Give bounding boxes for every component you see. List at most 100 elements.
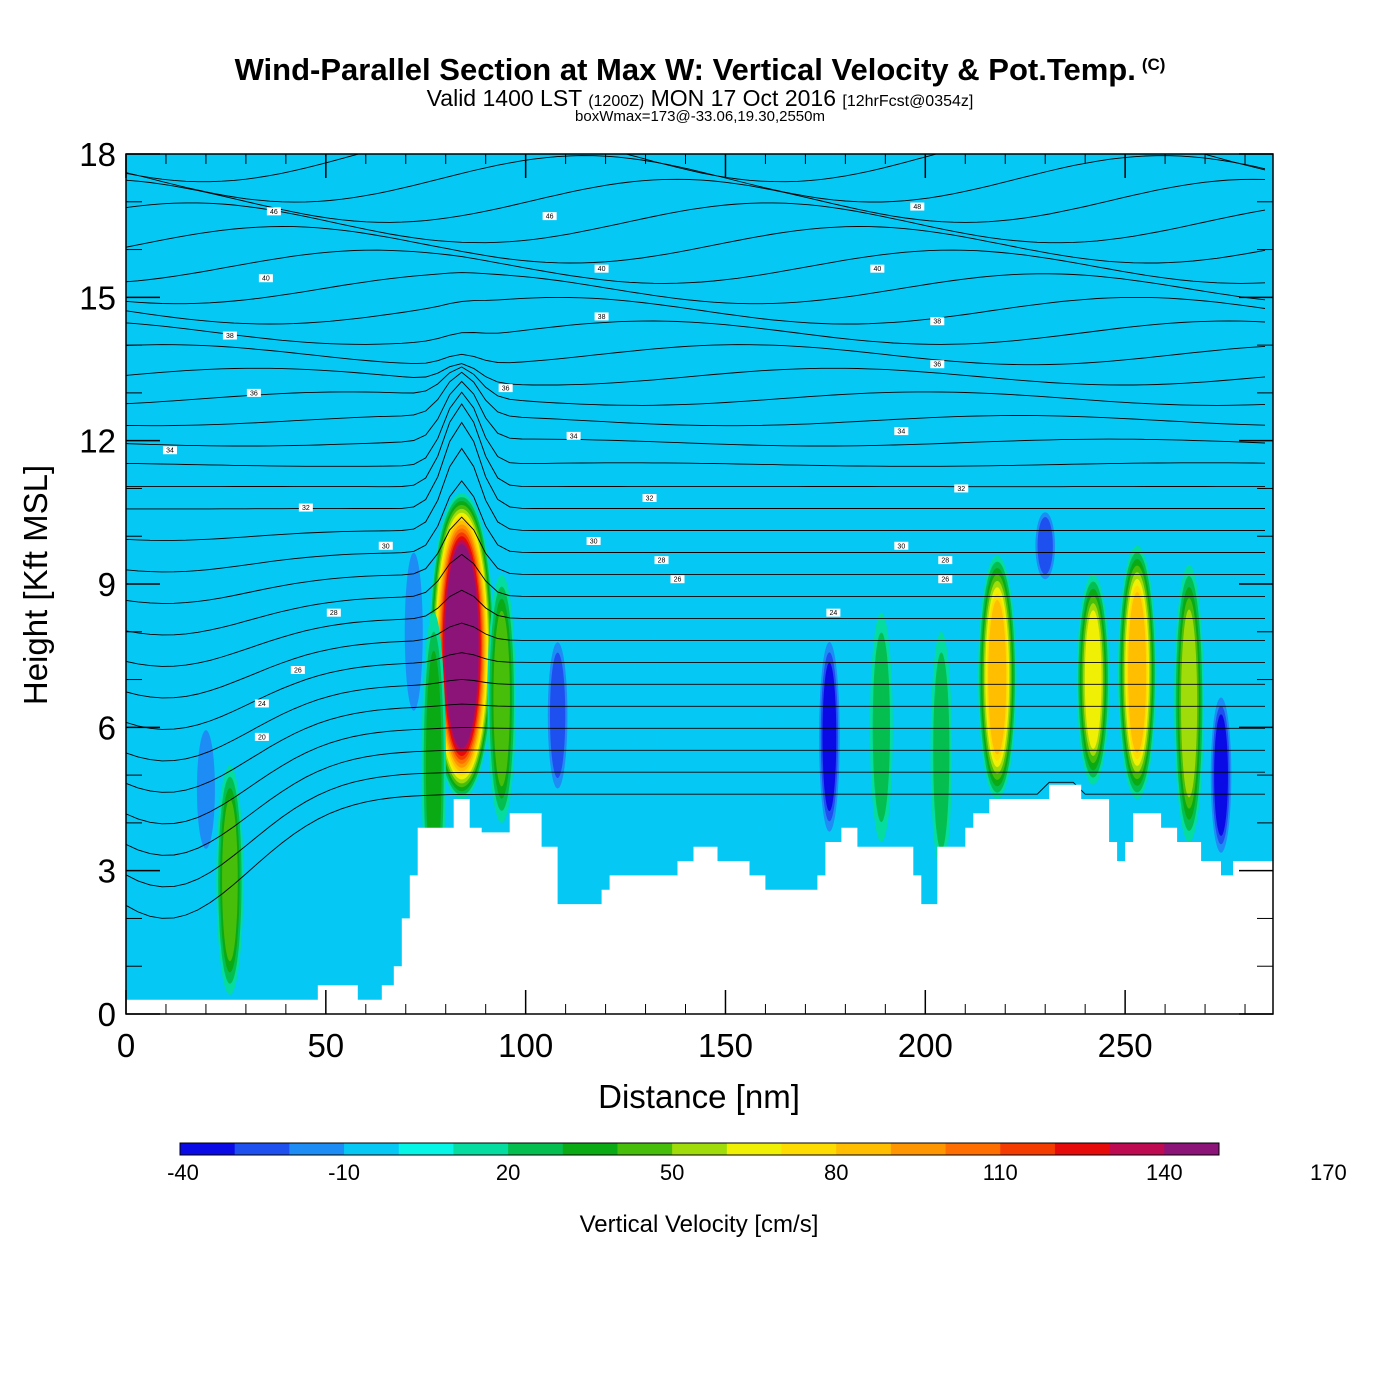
forecast-info: [12hrFcst@0354z] (842, 93, 974, 110)
y-tick-label: 18 (79, 136, 116, 173)
colorbar-swatch (562, 1143, 618, 1155)
colorbar-tick-label: 20 (496, 1160, 520, 1185)
x-axis-label: Distance [nm] (598, 1078, 800, 1115)
contour-labels: 20 24 26 28 30 32 34 36 38 40 46 24 26 28 30 32 34 36 38 40… (162, 202, 969, 741)
contour-label-bg (870, 264, 885, 273)
contour-label: 46 (270, 209, 278, 216)
y-tick-label: 15 (79, 279, 116, 316)
y-tick-label: 3 (98, 853, 116, 890)
contour-label-bg (910, 202, 925, 211)
contour-label: 32 (646, 496, 654, 503)
colorbar-tick-label: -40 (167, 1160, 199, 1185)
contour-label-bg (954, 484, 969, 493)
contour-label-bg (642, 494, 657, 502)
contour-label: 32 (302, 505, 310, 512)
isentrope (126, 622, 1265, 699)
colorbar-swatch (781, 1143, 837, 1155)
contour-label-bg (222, 331, 237, 340)
isentrope (126, 447, 1265, 541)
velocity-cell-10 (822, 662, 837, 812)
x-tick-label: 150 (698, 1027, 753, 1064)
velocity-cell-3 (1084, 610, 1102, 749)
isentrope (126, 178, 1266, 223)
y-axis-label: Height [Kft MSL] (17, 465, 54, 705)
chart-title: Wind-Parallel Section at Max W: Vertical… (0, 52, 1400, 88)
x-tick-label: 50 (307, 1027, 344, 1064)
isentrope (126, 380, 1266, 447)
contour-label: 26 (941, 577, 949, 584)
contour-label: 34 (166, 448, 174, 455)
velocity-cell-6 (222, 799, 238, 962)
colorbar-swatch (234, 1143, 290, 1155)
valid-local-time: Valid 1400 LST (426, 85, 582, 111)
contour-label-bg (258, 274, 273, 283)
isentrope (126, 272, 1266, 305)
isentrope (126, 371, 1266, 427)
velocity-cell-0 (448, 555, 475, 737)
isentrope (126, 320, 1266, 345)
colorbar-swatch (726, 1143, 783, 1155)
colorbar-tick-label: 170 (1310, 1160, 1347, 1185)
contour-label: 28 (658, 558, 666, 565)
contour-label-bg (938, 556, 953, 565)
colorbar-swatch (344, 1143, 400, 1155)
colorbar-swatch (1164, 1143, 1220, 1155)
colorbar-tick-label: 50 (660, 1160, 684, 1185)
isentrope (126, 344, 1266, 366)
velocity-cell-4 (1181, 609, 1198, 798)
colorbar-swatch (1054, 1143, 1111, 1155)
isentrope (126, 391, 1266, 467)
colorbar-swatch (836, 1143, 892, 1155)
contour-label-bg (162, 446, 177, 455)
contour-label-bg (298, 503, 313, 512)
potential-temperature-contours (126, 154, 1266, 919)
velocity-cell-8 (872, 632, 890, 823)
velocity-cell-15 (196, 730, 215, 849)
isentrope (126, 226, 1266, 264)
contour-label-bg (566, 431, 581, 440)
contour-label: 26 (674, 577, 682, 584)
contour-label: 48 (913, 204, 921, 211)
contour-label: 28 (941, 558, 949, 565)
velocity-cell-12 (1214, 714, 1228, 836)
contour-label: 34 (570, 433, 578, 440)
contour-label-bg (586, 537, 601, 545)
contour-label: 40 (262, 276, 270, 283)
isentrope (126, 202, 1266, 244)
contour-label-bg (894, 427, 909, 436)
isentrope (126, 652, 1265, 730)
isentrope (126, 154, 1266, 183)
isentrope (126, 480, 1265, 573)
terrain (126, 784, 1273, 1014)
colorbar-tick-label: 140 (1146, 1160, 1183, 1185)
colorbar-swatch (1000, 1143, 1056, 1155)
y-tick-label: 9 (98, 566, 116, 603)
contour-label-bg (254, 732, 269, 741)
contour-label-bg (326, 608, 341, 617)
isentrope (126, 771, 1265, 888)
contour-label: 40 (598, 266, 606, 273)
title-main: Wind-Parallel Section at Max W: Vertical… (234, 52, 1136, 87)
contour-label-bg (594, 312, 609, 321)
contour-label-bg (266, 207, 281, 216)
isentrope (126, 516, 1265, 604)
contour-label: 38 (933, 319, 941, 326)
contour-label-bg (246, 388, 261, 397)
colorbar-swatch (453, 1143, 509, 1155)
isentrope (126, 363, 1266, 386)
isentrope (126, 703, 1265, 793)
isentrope (126, 296, 1266, 325)
contour-label: 36 (502, 386, 510, 393)
isentrope (126, 155, 1266, 203)
copyright-mark: (C) (1141, 55, 1166, 74)
contour-label: 36 (250, 390, 258, 397)
contour-label: 24 (258, 701, 266, 708)
contour-label-bg (826, 608, 841, 617)
colorbar-swatch (890, 1143, 947, 1155)
contour-label: 20 (258, 734, 266, 741)
contour-label: 38 (598, 314, 606, 321)
isentrope (126, 727, 1265, 825)
colorbar: -40 -10 20 50 80 110 140 170 (167, 1142, 1347, 1185)
contour-label-bg (498, 384, 513, 393)
